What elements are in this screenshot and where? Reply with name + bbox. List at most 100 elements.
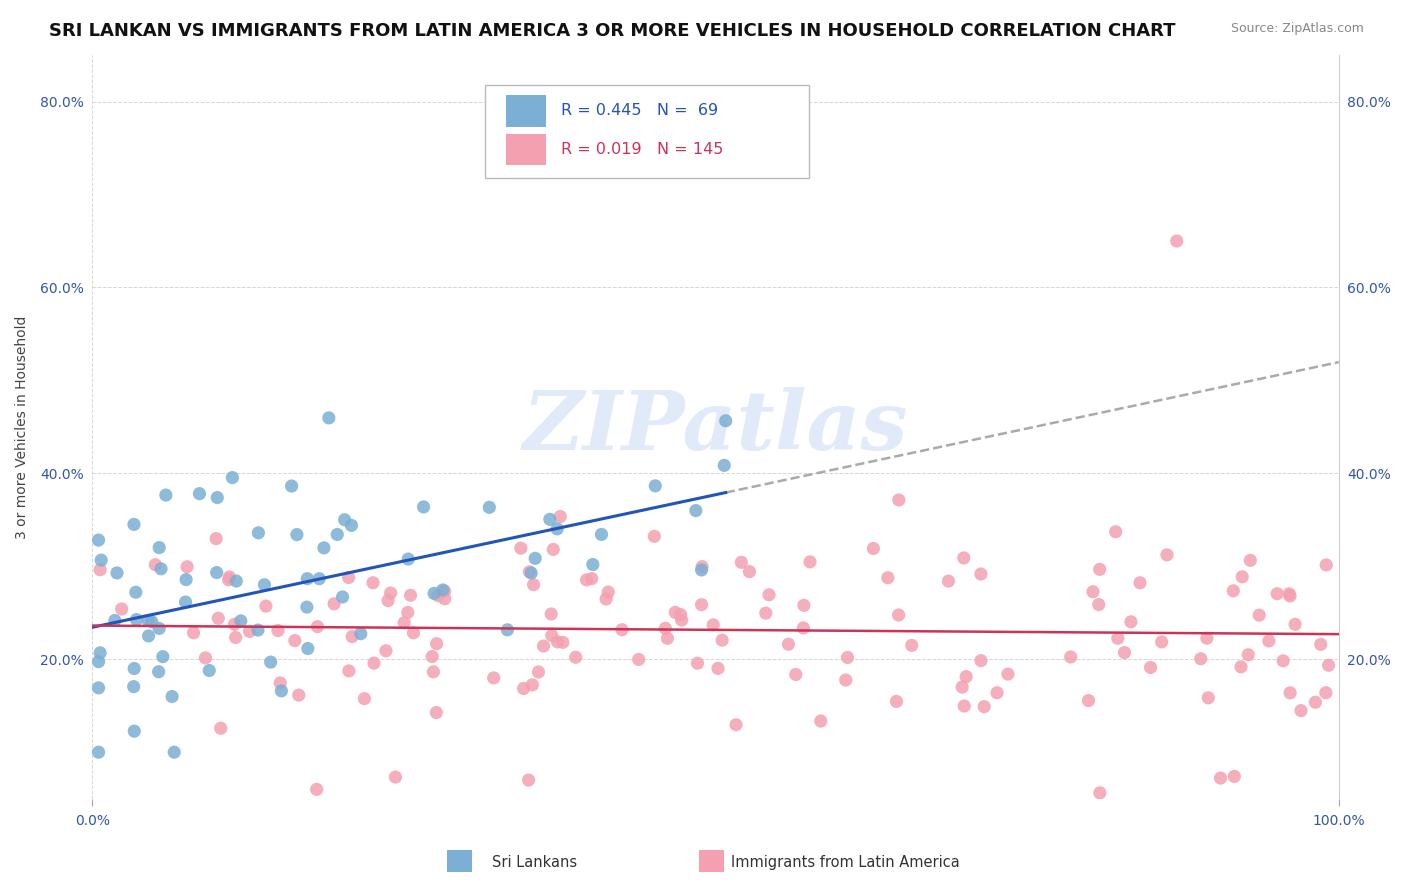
Point xyxy=(887,492,910,507)
Point xyxy=(218,570,240,584)
Point xyxy=(148,665,170,679)
Point xyxy=(517,773,540,788)
Text: R = 0.445   N =  69: R = 0.445 N = 69 xyxy=(561,103,718,119)
Point xyxy=(1166,234,1188,248)
Point xyxy=(478,500,501,515)
Point xyxy=(1150,635,1173,649)
Point xyxy=(664,606,686,620)
Point xyxy=(111,602,134,616)
Text: ZIPatlas: ZIPatlas xyxy=(523,387,908,467)
Point xyxy=(1237,648,1260,662)
Text: Immigrants from Latin America: Immigrants from Latin America xyxy=(731,855,960,870)
Point xyxy=(952,550,974,565)
Point xyxy=(427,589,450,603)
Point xyxy=(152,649,174,664)
Point xyxy=(711,633,734,648)
Point xyxy=(1230,570,1253,584)
Point xyxy=(1309,637,1331,651)
Point xyxy=(305,782,328,797)
Point xyxy=(350,626,373,640)
Point xyxy=(1060,649,1083,664)
Point xyxy=(280,479,302,493)
Point xyxy=(122,680,145,694)
Point xyxy=(1284,617,1306,632)
Point xyxy=(432,582,454,597)
Point xyxy=(724,717,747,731)
Point xyxy=(1129,575,1152,590)
Point xyxy=(377,593,399,607)
Point xyxy=(1272,654,1295,668)
Point xyxy=(138,629,160,643)
Point xyxy=(1087,598,1109,612)
Point xyxy=(730,555,752,569)
Point xyxy=(627,652,650,666)
Point xyxy=(87,681,110,695)
Point xyxy=(1265,587,1288,601)
Point xyxy=(512,681,534,696)
Point xyxy=(332,590,354,604)
Point xyxy=(1105,524,1128,539)
Point xyxy=(229,614,252,628)
Point xyxy=(318,410,340,425)
Point xyxy=(224,617,246,632)
Point xyxy=(145,558,167,572)
Point xyxy=(690,598,713,612)
Point xyxy=(970,654,993,668)
Point xyxy=(105,566,128,580)
Point xyxy=(399,588,422,602)
Point xyxy=(581,572,603,586)
Point xyxy=(207,611,229,625)
Point xyxy=(1257,634,1279,648)
Point xyxy=(295,600,318,615)
Point xyxy=(312,541,335,555)
Point xyxy=(1189,651,1212,665)
Point xyxy=(122,661,145,675)
Point xyxy=(792,621,814,635)
Point xyxy=(125,613,148,627)
Point xyxy=(225,574,247,588)
Point xyxy=(155,488,177,502)
Point xyxy=(900,638,922,652)
Point xyxy=(225,631,247,645)
Point xyxy=(221,470,243,484)
Point xyxy=(254,599,277,613)
Point xyxy=(758,588,780,602)
Point xyxy=(582,558,605,572)
Point xyxy=(205,566,228,580)
Point xyxy=(423,586,446,600)
Point xyxy=(363,656,385,670)
Point xyxy=(547,635,569,649)
Point xyxy=(548,509,571,524)
Point xyxy=(1156,548,1178,562)
Point xyxy=(986,686,1008,700)
Point xyxy=(253,578,276,592)
Point xyxy=(412,500,434,514)
Point xyxy=(122,517,145,532)
Point xyxy=(654,621,676,635)
Point xyxy=(713,458,735,473)
Point xyxy=(1315,686,1337,700)
Point xyxy=(183,625,205,640)
Point xyxy=(778,637,800,651)
Point xyxy=(598,585,620,599)
Point xyxy=(669,607,692,622)
Point xyxy=(433,584,456,599)
Point xyxy=(333,513,356,527)
Point xyxy=(198,664,221,678)
Point xyxy=(353,691,375,706)
Point xyxy=(546,522,568,536)
Point xyxy=(591,527,613,541)
Point xyxy=(374,644,396,658)
Point xyxy=(1114,646,1136,660)
Point xyxy=(793,599,815,613)
Point xyxy=(87,745,110,759)
Point xyxy=(1197,690,1219,705)
Point xyxy=(551,635,574,649)
Point xyxy=(174,595,197,609)
Point xyxy=(125,585,148,599)
Point xyxy=(520,566,543,580)
Point xyxy=(361,575,384,590)
Point xyxy=(1305,695,1327,709)
Point xyxy=(482,671,505,685)
Point xyxy=(148,622,170,636)
